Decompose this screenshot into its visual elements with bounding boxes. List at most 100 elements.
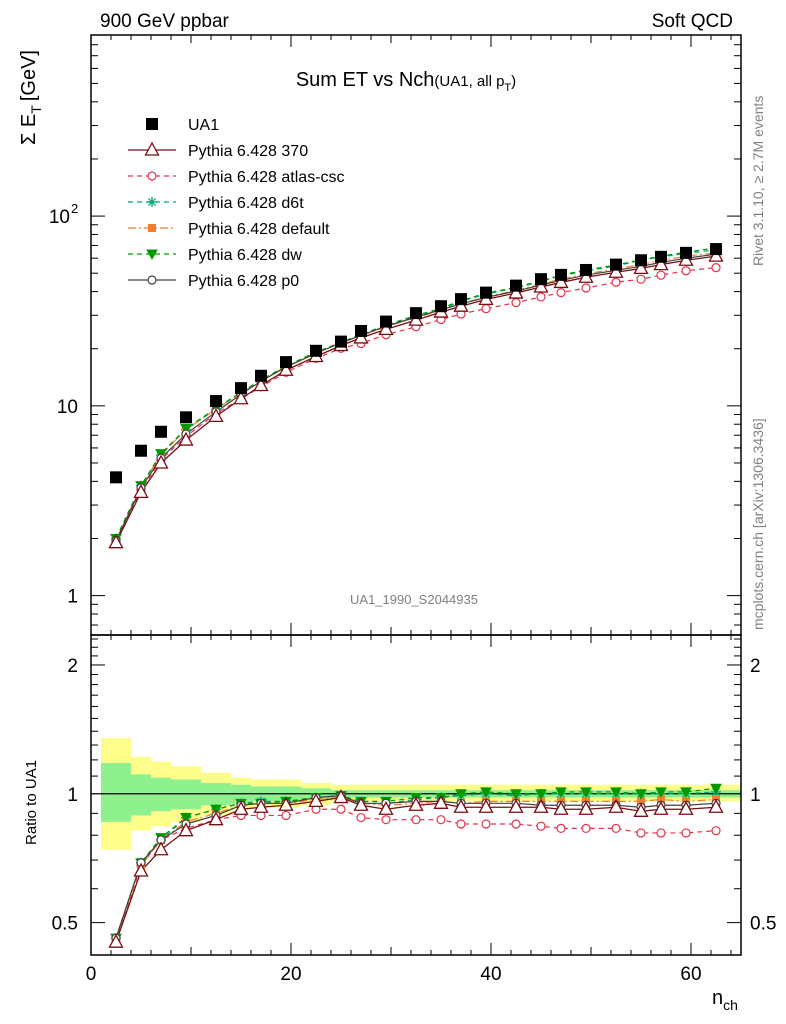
ratio-series-point — [356, 812, 366, 823]
ua1-data-point — [580, 263, 592, 276]
ratio-series-point — [436, 815, 446, 825]
ratio-series-point — [433, 794, 449, 809]
ua1-data-point — [435, 300, 447, 313]
ua1-data-point — [610, 258, 622, 271]
legend-marker — [144, 141, 160, 156]
header-left: 900 GeV ppbar — [100, 11, 230, 32]
legend-label: Pythia 6.428 370 — [188, 143, 308, 160]
main-series-point — [278, 361, 294, 376]
main-series-point — [581, 283, 591, 293]
ratio-series-point — [456, 819, 466, 829]
ua1-data-point — [455, 293, 467, 306]
rivet-version-label: Rivet 3.1.10, ≥ 2.7M events — [750, 96, 766, 266]
ratio-series-point — [253, 798, 269, 813]
ratio-series-point — [578, 800, 594, 815]
ua1-data-point — [680, 246, 692, 259]
ratio-series-point — [553, 800, 569, 815]
ratio-series-point — [511, 819, 521, 829]
legend-label: Pythia 6.428 atlas-csc — [188, 169, 345, 186]
legend-marker — [147, 171, 157, 181]
main-series-line — [115, 249, 717, 539]
main-series-point — [533, 278, 549, 293]
ua1-data-point — [235, 382, 247, 395]
mcplots-label: mcplots.cern.ch [arXiv:1306.3436] — [750, 418, 766, 630]
main-series-point — [553, 274, 569, 289]
legend-marker — [146, 249, 158, 261]
ratio-series-point — [378, 800, 394, 815]
main-series-point — [681, 266, 691, 276]
main-series-point — [178, 431, 194, 446]
ratio-series-point — [608, 798, 624, 813]
y-tick-label: 10 — [57, 397, 78, 418]
ratio-y-tick-label: 0.5 — [52, 914, 78, 935]
ratio-series-point — [353, 796, 369, 811]
ratio-series-point — [510, 789, 522, 800]
main-series-point — [711, 263, 721, 273]
ua1-data-point — [335, 335, 347, 348]
uncertainty-band-inner — [101, 763, 741, 822]
ua1-data-point — [710, 243, 722, 256]
ratio-series-point — [580, 787, 592, 798]
ratio-series-point — [178, 822, 194, 837]
ratio-series-line — [115, 808, 717, 943]
ratio-series-point — [581, 823, 591, 834]
analysis-watermark: UA1_1990_S2044935 — [350, 592, 478, 607]
ratio-series-point — [656, 828, 666, 838]
legend: UA1 Pythia 6.428 370 Pythia 6.428 atlas-cs… — [128, 117, 345, 290]
ratio-series-point — [556, 823, 566, 834]
y-tick-label: 10 — [49, 207, 70, 228]
x-tick-label: 0 — [86, 964, 97, 985]
ratio-series-point — [480, 787, 492, 798]
ratio-y-tick-label-right: 0.5 — [750, 914, 776, 935]
y-tick-label-exponent: 2 — [71, 201, 78, 216]
ratio-series-point — [610, 787, 622, 798]
main-series-line — [115, 252, 717, 543]
main-series-line — [115, 247, 717, 539]
ratio-series-point — [655, 787, 667, 798]
main-series-point — [233, 390, 249, 405]
legend-label: Pythia 6.428 default — [188, 221, 330, 238]
ratio-series-point — [680, 787, 692, 798]
main-series-point — [653, 256, 669, 271]
ua1-data-point — [380, 315, 392, 328]
legend-label-ua1: UA1 — [188, 117, 219, 134]
ua1-data-point — [635, 254, 647, 267]
legend-marker-ua1 — [146, 118, 158, 130]
ratio-series-point — [708, 798, 724, 813]
main-series-point — [708, 247, 724, 262]
ua1-data-point — [410, 307, 422, 320]
main-series-point — [508, 284, 524, 299]
ratio-series-point — [133, 862, 149, 877]
ua1-data-point — [555, 268, 567, 281]
main-series-point — [133, 483, 149, 499]
ratio-series-point — [108, 933, 124, 948]
ratio-series-point — [611, 823, 621, 834]
legend-marker — [148, 224, 156, 232]
main-series-point — [378, 320, 394, 335]
main-series-point — [108, 534, 124, 549]
ua1-data-point — [480, 286, 492, 299]
ratio-series-point — [481, 819, 491, 829]
main-series-point — [656, 270, 666, 280]
ua1-data-point — [255, 369, 267, 382]
x-tick-label: 40 — [480, 964, 501, 985]
ua1-data-point — [135, 444, 147, 457]
main-series-point — [678, 251, 694, 266]
ratio-series-point — [233, 800, 249, 815]
ratio-y-tick-label-right: 1 — [750, 785, 761, 806]
main-series-point — [481, 304, 491, 314]
ua1-data-point — [510, 279, 522, 292]
ratio-series-point — [633, 802, 649, 817]
ratio-series-point — [210, 804, 222, 816]
ratio-y-axis-label: Ratio to UA1 — [23, 760, 40, 845]
ratio-series-point — [681, 828, 691, 838]
ratio-series-point — [180, 813, 192, 824]
main-series-point — [153, 454, 169, 469]
plot-title: Sum ET vs Nch(UA1, all pT) — [296, 69, 516, 94]
ratio-series-point — [278, 796, 294, 811]
main-series-point — [208, 408, 224, 423]
legend-label: Pythia 6.428 d6t — [188, 195, 304, 212]
main-series-point — [611, 277, 621, 287]
main-series-point — [608, 263, 624, 278]
